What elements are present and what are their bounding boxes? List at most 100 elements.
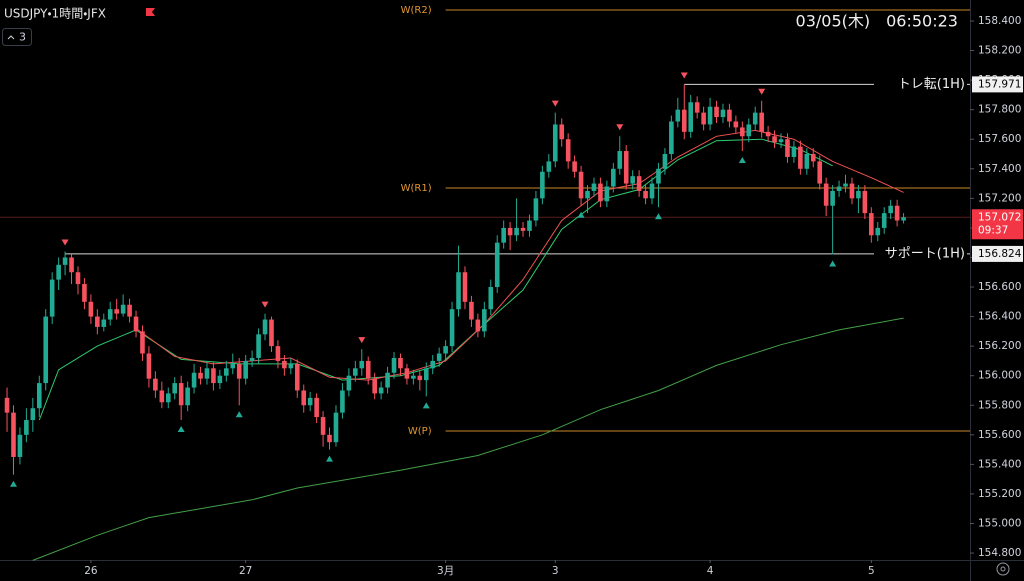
pivot-high-marker [61,239,69,246]
candle-body [320,417,326,435]
candle-body [404,368,410,379]
y-tick-label: 155.400 [978,458,1021,470]
y-tick-label: 156.400 [978,311,1021,323]
y-tick-label: 155.000 [978,517,1021,529]
candle-body [701,112,706,125]
candle-body [249,357,255,361]
candle-body [430,360,436,369]
candle-body [507,227,513,236]
candle-body [798,146,803,169]
candle-body [217,375,223,384]
candle-body [598,183,603,202]
pivot-low-marker [235,411,243,418]
candle-body [675,109,681,122]
candle-body [269,319,274,347]
candle-body [56,264,61,280]
candle-body [17,434,23,457]
candle-body [662,154,668,169]
level-label-bg [874,75,967,94]
candle-body [49,279,55,317]
settings-icon[interactable] [996,562,1010,576]
candle-body [482,309,487,332]
candle-body [462,272,468,302]
x-tick-label: 4 [707,565,714,577]
y-tick-label: 156.000 [978,370,1021,382]
flag-icon[interactable] [146,8,155,16]
y-tick-label: 157.200 [978,192,1021,204]
y-tick-label: 156.600 [978,281,1021,293]
price-box [972,245,1023,262]
candle-body [881,213,887,228]
candle-body [856,190,861,199]
candle-body [488,287,494,310]
x-tick-label: 27 [239,565,252,577]
candle-body [559,124,565,140]
price-box-label: 157.971 [978,78,1021,90]
pivot-low-marker [177,426,185,433]
moving-average [32,317,904,561]
candle-body [520,227,526,231]
pivot-low-marker [9,480,17,487]
candle-body [82,284,87,302]
candle-body [869,213,874,236]
pivot-high-marker [261,301,269,308]
candle-body [62,257,68,265]
candle-body [101,319,107,327]
price-box-label: 156.824 [978,248,1022,260]
candle-body [107,309,113,320]
candle-body [243,360,248,379]
level-label-bg [874,244,967,263]
candle-body [120,304,126,314]
pivot-high-marker [358,337,366,344]
countdown-label: 09:37 [978,224,1008,236]
candle-body [778,139,784,143]
candle-body [294,363,300,391]
level-label: トレ転(1H) [898,77,965,92]
level-label: W(P) [408,426,432,437]
candle-body [772,136,777,143]
candle-body [204,368,210,379]
candle-body [843,183,848,187]
symbol-title[interactable]: USDJPY・1時間・JFX [4,7,106,21]
candle-body [636,176,642,191]
candle-body [752,112,758,125]
candle-body [340,390,345,413]
last-price-box [972,209,1023,240]
candle-body [875,227,881,236]
candle-body [643,190,648,199]
x-tick-label: 3月 [437,565,454,577]
candle-body [353,368,358,376]
candle-body [411,375,416,379]
candle-body [849,183,855,199]
candle-body [275,346,281,361]
last-price-label: 157.072 [978,211,1021,223]
candle-body [823,183,829,206]
candle-body [791,146,797,157]
candle-body [456,272,461,310]
candle-body [649,183,655,199]
candle-body [159,390,165,403]
candle-body [385,372,390,388]
candle-body [669,121,674,155]
y-tick-label: 158.400 [978,15,1021,27]
candle-body [765,131,771,137]
candle-body [198,372,203,379]
y-tick-label: 158.200 [978,45,1021,57]
candle-body [327,434,332,443]
candle-body [804,154,810,169]
candle-body [185,387,190,406]
candle-body [862,190,868,214]
pivot-low-marker [577,211,585,218]
pivot-low-marker [326,455,334,462]
candle-body [565,139,571,162]
candle-body [527,220,532,231]
candle-body [307,397,313,406]
level-label: W(R1) [401,183,432,194]
candle-body [901,217,906,221]
indicator-toggle[interactable] [2,28,32,46]
candle-body [398,357,403,369]
x-tick-label: 26 [84,565,98,577]
candle-body [836,186,842,191]
candle-body [133,316,139,332]
y-tick-label: 155.600 [978,429,1021,441]
